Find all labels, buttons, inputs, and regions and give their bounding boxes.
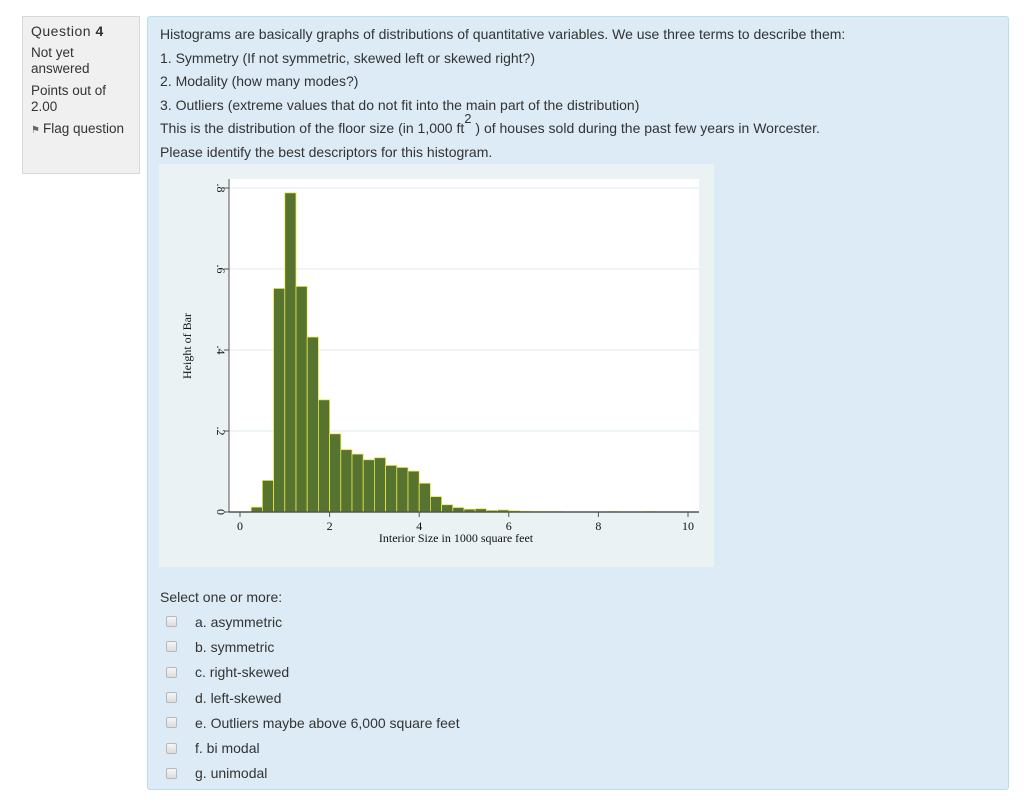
option-e-label[interactable]: e. Outliers maybe above 6,000 square fee… [195, 714, 460, 731]
checkbox-c[interactable] [166, 666, 177, 678]
checkbox-e[interactable] [166, 717, 177, 729]
answer-prompt: Select one or more: [160, 589, 283, 605]
x-tick-label: 2 [327, 519, 333, 533]
histogram-bar [351, 453, 364, 513]
option-c[interactable]: c. right-skewed [160, 660, 460, 685]
x-tick-label: 10 [682, 519, 694, 533]
histogram-bar [362, 459, 375, 513]
checkbox-b[interactable] [166, 641, 177, 653]
symmetry-line: 1. Symmetry (If not symmetric, skewed le… [160, 49, 535, 66]
question-grade: Points out of 2.00 [31, 83, 107, 114]
histogram-bar [373, 457, 386, 513]
x-tick-label: 8 [595, 519, 601, 533]
option-c-label[interactable]: c. right-skewed [195, 664, 290, 681]
question-text: Histograms are basically graphs of distr… [160, 23, 845, 164]
superscript: 2 [464, 111, 472, 126]
option-d[interactable]: d. left-skewed [160, 685, 460, 710]
option-a[interactable]: a. asymmetric [160, 609, 460, 634]
option-g-label[interactable]: g. unimodal [195, 765, 268, 782]
checkbox-g[interactable] [166, 767, 177, 779]
histogram-bar [396, 467, 409, 513]
instruction-line: Please identify the best descriptors for… [160, 143, 493, 160]
option-f[interactable]: f. bi modal [160, 735, 460, 760]
question-state: Not yet answered [31, 45, 90, 76]
flag-icon: ⚑ [31, 125, 40, 136]
histogram-bar [317, 399, 330, 513]
option-e[interactable]: e. Outliers maybe above 6,000 square fee… [160, 710, 460, 735]
option-d-label[interactable]: d. left-skewed [195, 689, 282, 706]
histogram-bar [340, 449, 353, 513]
y-tick-label: .8 [214, 184, 228, 193]
y-tick-label: .4 [214, 346, 228, 355]
checkbox-d[interactable] [166, 692, 177, 704]
y-tick-label: .6 [214, 265, 228, 274]
histogram-figure: 0 .2 .4 .6 .8 0 2 4 6 8 10 Interior Size in 1000 sq… [159, 164, 714, 567]
histogram-bar [418, 482, 431, 513]
histogram-chart: 0 .2 .4 .6 .8 0 2 4 6 8 10 Interior Size in 1000 sq… [180, 179, 699, 545]
modality-line: 2. Modality (how many modes?) [160, 73, 359, 89]
histogram-bar [295, 286, 308, 513]
x-tick-label: 6 [506, 519, 512, 533]
x-tick-label: 4 [416, 519, 422, 533]
answer-section: Select one or more: a. asymmetric b. sym… [160, 589, 460, 786]
histogram-bar [329, 433, 342, 513]
x-axis-label: Interior Size in 1000 square feet [379, 531, 534, 545]
option-b-label[interactable]: b. symmetric [195, 638, 275, 655]
question-info-panel: Question 4 Not yet answered Points out o… [22, 16, 140, 174]
histogram-bar [273, 288, 286, 513]
flag-question-button[interactable]: ⚑ Flag question [31, 121, 131, 139]
y-tick-label: .2 [214, 427, 228, 436]
histogram-bar [284, 192, 297, 513]
question-content: Histograms are basically graphs of distr… [147, 16, 1009, 790]
distribution-text-end: ) of houses sold during the past few yea… [475, 120, 820, 136]
histogram-bar [407, 470, 420, 513]
option-f-label[interactable]: f. bi modal [195, 740, 260, 757]
question-number-value: 4 [95, 23, 104, 39]
histogram-bar [385, 465, 398, 513]
checkbox-a[interactable] [166, 616, 177, 628]
flag-label: Flag question [42, 121, 125, 136]
distribution-text: This is the distribution of the floor si… [160, 120, 465, 136]
histogram-bar [429, 496, 442, 513]
question-number: Question 4 [31, 23, 131, 39]
y-tick-label: 0 [214, 509, 228, 515]
y-axis-label: Height of Bar [180, 313, 194, 379]
x-tick-label: 0 [237, 519, 243, 533]
outliers-line: 3. Outliers (extreme values that do not … [160, 96, 640, 113]
option-g[interactable]: g. unimodal [160, 761, 460, 786]
histogram-bar [262, 480, 275, 513]
question-label: Question [31, 23, 92, 39]
histogram-bar [306, 336, 319, 513]
intro-line: Histograms are basically graphs of distr… [160, 26, 846, 42]
option-a-label[interactable]: a. asymmetric [195, 613, 283, 630]
distribution-line: This is the distribution of the floor si… [160, 111, 845, 141]
histogram-bar [441, 504, 454, 513]
checkbox-f[interactable] [166, 742, 177, 754]
option-b[interactable]: b. symmetric [160, 634, 460, 659]
